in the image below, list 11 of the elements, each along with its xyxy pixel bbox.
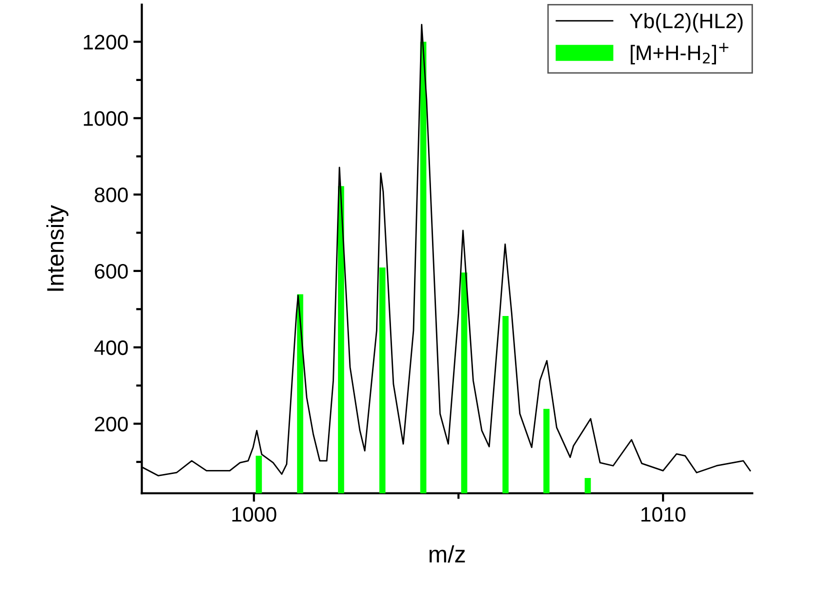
y-tick-label: 1000 — [84, 111, 128, 126]
y-tick-label: 1200 — [84, 34, 128, 50]
y-tick-label: 200 — [94, 416, 128, 432]
x-axis-title: m/z — [430, 545, 465, 563]
legend-label: [M+H-H$_{2}$]$^{+}$ — [630, 42, 728, 64]
legend-label: Yb(L2)(HL2) — [630, 13, 743, 32]
y-axis-title: Intensity — [46, 205, 68, 291]
y-tick-label: 400 — [94, 340, 128, 356]
y-tick-label: 800 — [94, 188, 128, 202]
y-tick-label: 600 — [94, 264, 128, 279]
x-tick-label: 1010 — [641, 506, 686, 522]
